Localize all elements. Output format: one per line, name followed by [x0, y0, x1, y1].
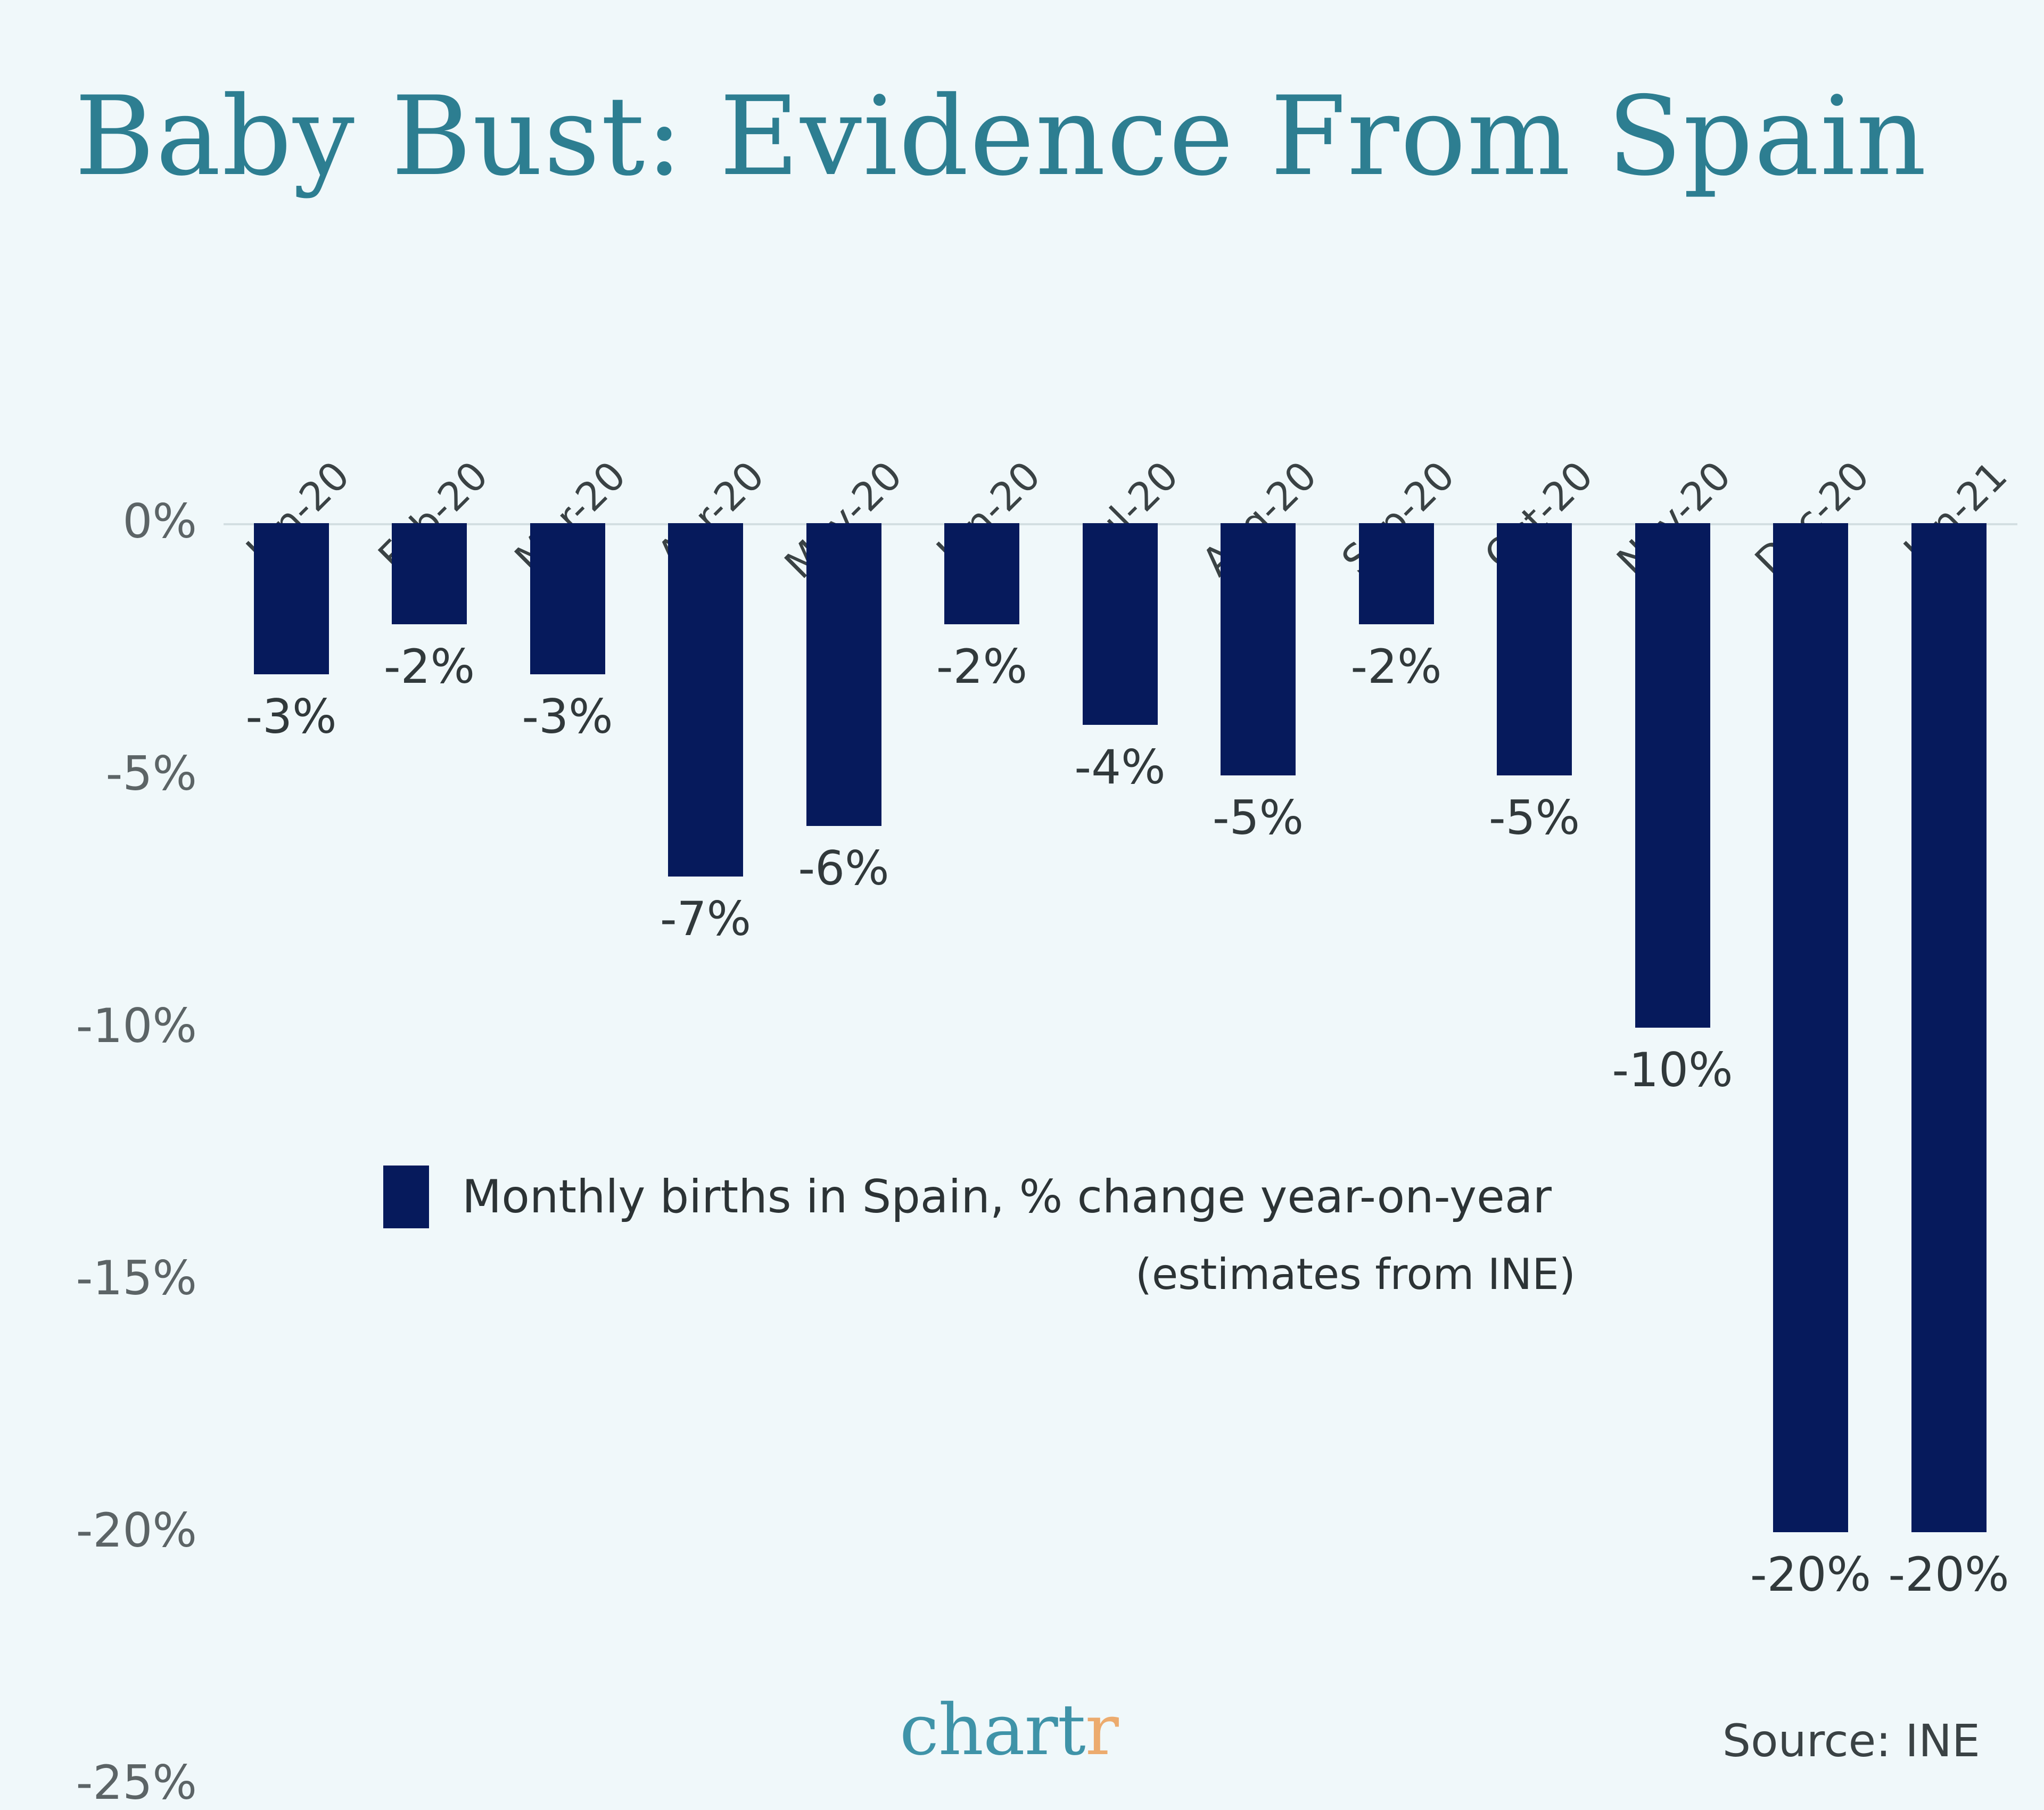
- logo-text-main: chart: [900, 1689, 1086, 1771]
- bar: [944, 523, 1019, 624]
- bar: [1082, 523, 1158, 725]
- page-title: Baby Bust: Evidence From Spain: [75, 73, 1928, 200]
- y-axis-tick-label: -5%: [105, 746, 197, 801]
- bar-value-label: -2%: [1350, 639, 1442, 694]
- chart-legend: Monthly births in Spain, % change year-o…: [383, 1166, 1581, 1299]
- chartr-logo: chartr: [900, 1695, 1119, 1765]
- bar: [253, 523, 329, 675]
- legend-row: Monthly births in Spain, % change year-o…: [383, 1166, 1581, 1228]
- bar: [1221, 523, 1296, 775]
- legend-label: Monthly births in Spain, % change year-o…: [462, 1170, 1552, 1224]
- y-axis-tick-label: -20%: [76, 1503, 197, 1558]
- bar-value-label: -2%: [936, 639, 1028, 694]
- bar: [1358, 523, 1434, 624]
- bar: [1497, 523, 1572, 775]
- y-axis-tick-label: -15%: [76, 1251, 197, 1305]
- bar: [668, 523, 743, 877]
- legend-swatch-births: [383, 1166, 429, 1228]
- bar-value-label: -20%: [1888, 1547, 2009, 1602]
- bar-value-label: -5%: [1212, 790, 1304, 845]
- bar-value-label: -2%: [383, 639, 475, 694]
- bar: [392, 523, 467, 624]
- bar: [530, 523, 605, 675]
- bar-value-label: -20%: [1750, 1547, 1872, 1602]
- y-axis-tick-label: 0%: [122, 494, 197, 549]
- bar: [1773, 523, 1848, 1532]
- bar-value-label: -5%: [1488, 790, 1580, 845]
- bar: [1635, 523, 1710, 1028]
- bar-value-label: -7%: [660, 891, 752, 946]
- bar-value-label: -4%: [1074, 740, 1166, 795]
- logo-text-accent: r: [1085, 1689, 1119, 1771]
- bar-value-label: -3%: [245, 689, 337, 745]
- legend-sublabel: (estimates from INE): [1135, 1250, 1576, 1299]
- bar-value-label: -3%: [522, 689, 613, 745]
- y-axis-tick-label: -10%: [76, 998, 197, 1053]
- bar-value-label: -10%: [1612, 1043, 1733, 1097]
- bar: [1911, 523, 1987, 1532]
- bar: [806, 523, 881, 826]
- bar-value-label: -6%: [798, 840, 889, 896]
- source-note: Source: INE: [1722, 1715, 1980, 1767]
- y-axis-tick-label: -25%: [76, 1755, 197, 1810]
